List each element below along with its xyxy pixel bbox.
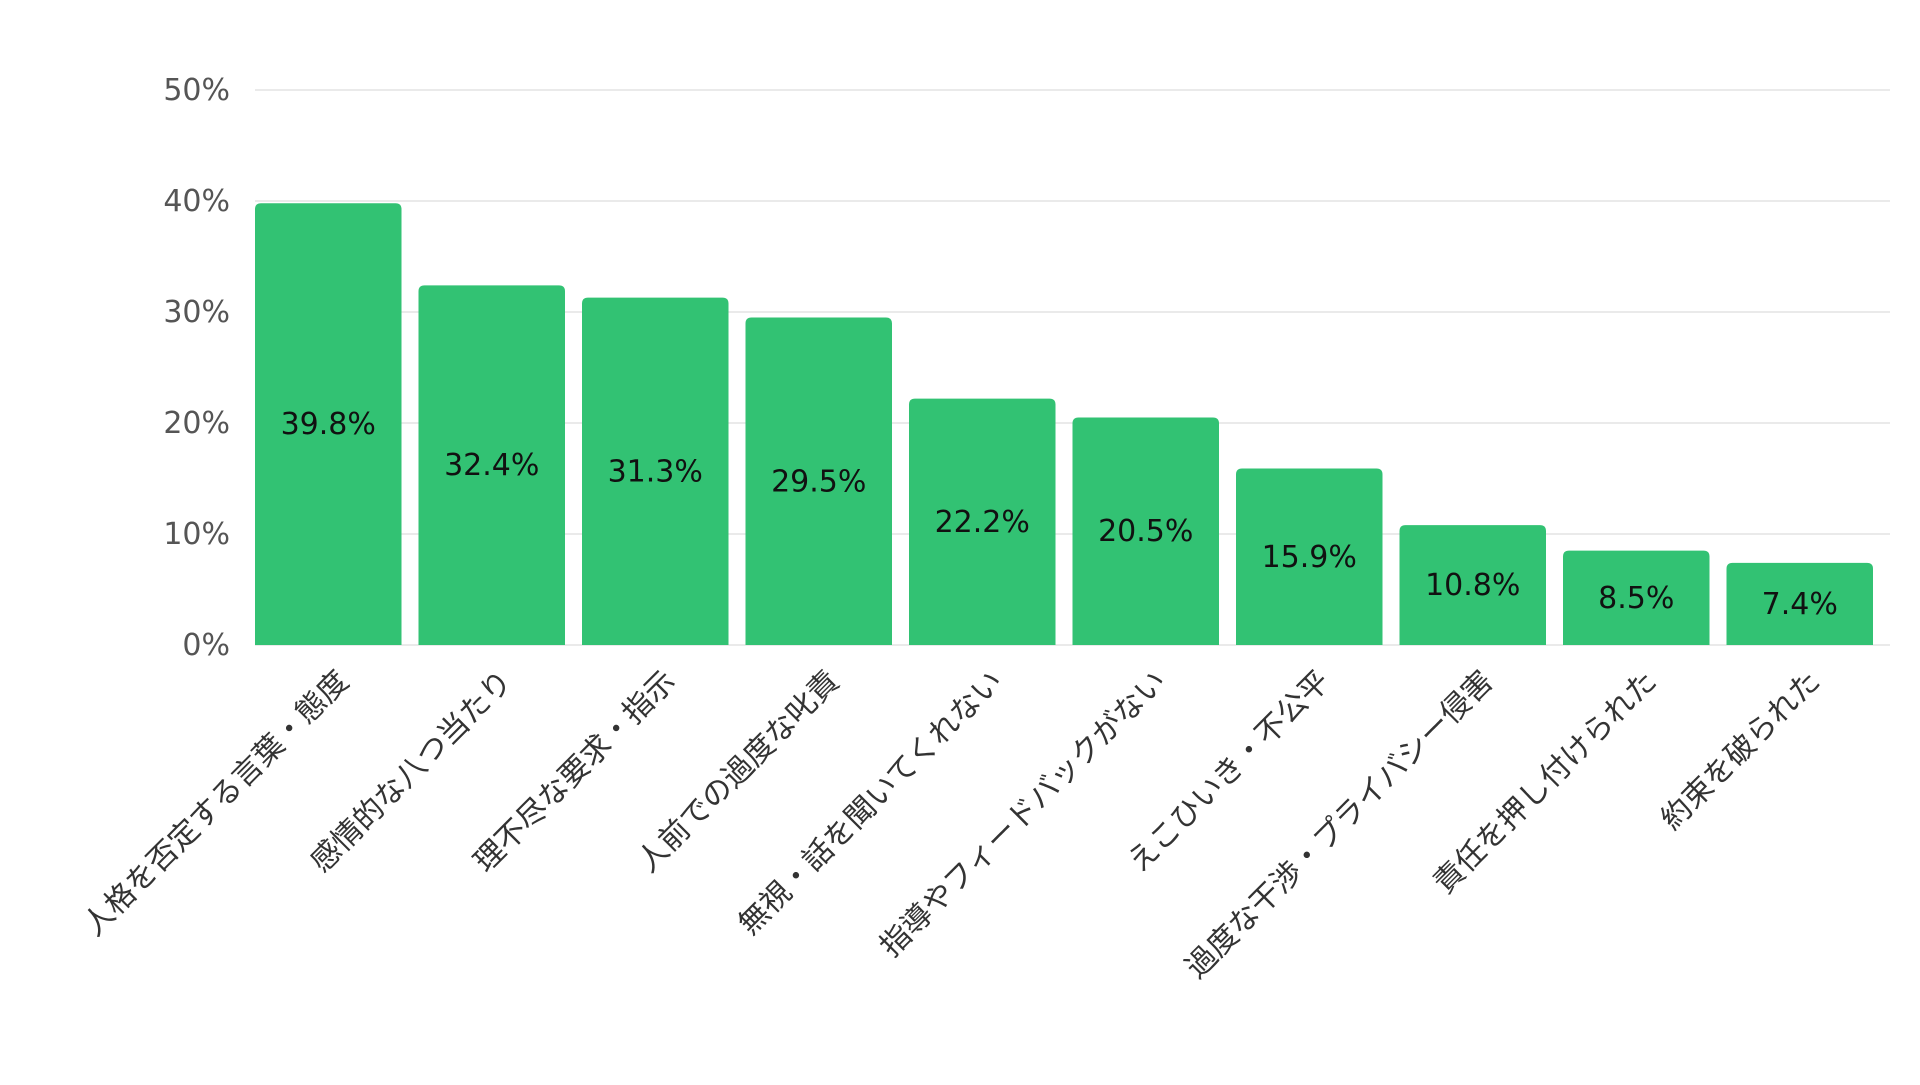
bar [745, 317, 892, 645]
bar [418, 285, 565, 645]
y-tick-label: 0% [182, 628, 230, 663]
y-tick-label: 50% [163, 73, 230, 108]
bar-value-label: 32.4% [444, 448, 539, 483]
y-tick-label: 20% [163, 406, 230, 441]
x-category-label: 人格を否定する言葉・態度 [77, 664, 356, 943]
bar-value-label: 22.2% [935, 505, 1030, 540]
y-tick-label: 40% [163, 184, 230, 219]
y-tick-label: 10% [163, 517, 230, 552]
y-tick-label: 30% [163, 295, 230, 330]
x-category-label: 過度な干渉・プライバシー侵害 [1179, 664, 1500, 985]
bar-value-label: 15.9% [1262, 540, 1357, 575]
bar [1072, 417, 1219, 645]
bar-value-label: 8.5% [1598, 581, 1674, 616]
bar [1236, 468, 1383, 645]
bar-value-label: 39.8% [281, 407, 376, 442]
x-axis-labels: 人格を否定する言葉・態度感情的な八つ当たり理不尽な要求・指示人前での過度な叱責無… [77, 664, 1828, 985]
bar [909, 398, 1056, 645]
bar [255, 203, 402, 645]
bar-value-label: 20.5% [1098, 514, 1193, 549]
y-axis-ticks: 0% 10% 20% 30% 40% 50% [163, 73, 230, 663]
bar [1399, 525, 1546, 645]
x-category-label: 約束を破られた [1654, 664, 1827, 837]
bar [1563, 550, 1710, 645]
value-labels: 39.8% 32.4% 31.3% 29.5% 22.2% 20.5% 15.9% 10.8%… [281, 407, 1838, 622]
bar [582, 297, 729, 645]
bar-value-label: 10.8% [1425, 568, 1520, 603]
bar-value-label: 31.3% [608, 454, 703, 489]
bar-value-label: 29.5% [771, 464, 866, 499]
bars [255, 203, 1873, 645]
x-category-label: 無視・話を聞いてくれない [732, 664, 1010, 942]
bar-value-label: 7.4% [1762, 587, 1838, 622]
x-category-label: 指導やフィードバックがない [873, 664, 1173, 964]
bar [1726, 562, 1873, 645]
